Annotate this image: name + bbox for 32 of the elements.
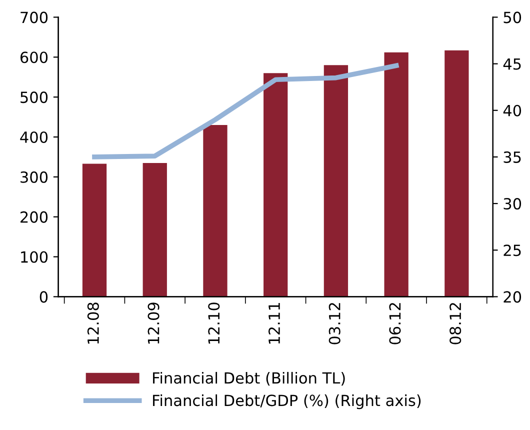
y-tick-label: 700 [20,12,48,24]
x-tick-label: 12.11 [268,302,280,344]
y2-tick-label: 40 [503,104,522,116]
y-tick-label: 300 [20,171,48,183]
x-tick-label: 06.12 [389,303,401,344]
y-tick-label: 400 [20,131,48,144]
y-tick-label: 100 [21,251,48,263]
y2-tick-label: 35 [504,151,521,163]
legend-label: Financial Debt (Billion TL) [153,372,345,386]
x-tick-label: 12.09 [148,302,160,344]
y-tick-label: 200 [20,211,48,223]
bar [82,164,107,297]
legend-label: Financial Debt/GDP (%) (Right axis) [153,394,421,410]
y2-tick-label: 45 [503,58,521,70]
y2-tick-label: 25 [504,244,521,256]
y-tick-label: 0 [40,291,48,303]
bar [203,125,228,297]
bar [324,65,348,297]
bar [264,73,288,297]
y2-tick-label: 50 [504,12,522,24]
line-series [92,63,399,160]
y2-tick-label: 20 [504,291,522,303]
bar [444,50,469,297]
x-tick-label: 08.12 [450,303,462,344]
y2-tick-label: 30 [504,198,522,210]
y-tick-label: 600 [20,52,48,64]
y-tick-label: 500 [20,92,48,104]
x-tick-label: 12.10 [208,302,220,344]
x-tick-label: 12.08 [87,302,99,344]
bar [142,162,167,297]
x-tick-label: 03.12 [328,303,340,344]
bar [384,52,408,297]
